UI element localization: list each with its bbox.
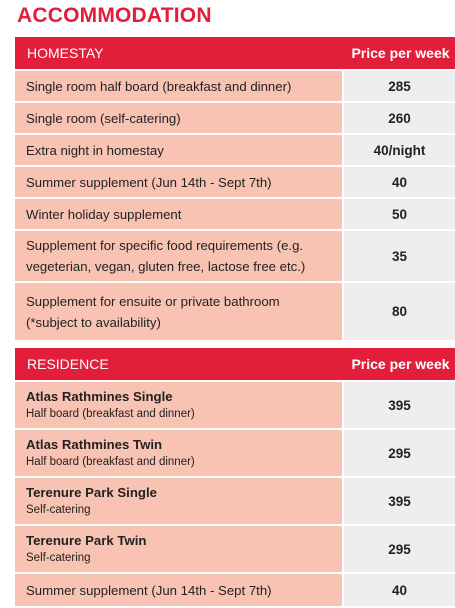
- table-row: Supplement for specific food requirement…: [15, 231, 455, 281]
- row-price: 285: [344, 71, 455, 101]
- row-price: 40/night: [344, 135, 455, 165]
- row-price: 40: [344, 167, 455, 197]
- row-name: Extra night in homestay: [15, 135, 342, 165]
- row-price: 295: [344, 526, 455, 572]
- row-name-line2: vegeterian, vegan, gluten free, lactose …: [26, 259, 306, 274]
- row-price: 40: [344, 574, 455, 606]
- row-price: 295: [344, 430, 455, 476]
- table-row: Summer supplement (Jun 14th - Sept 7th) …: [15, 574, 455, 606]
- residence-header-price: Price per week: [351, 356, 450, 372]
- table-row: Supplement for ensuite or private bathro…: [15, 283, 455, 340]
- table-row: Single room half board (breakfast and di…: [15, 71, 455, 101]
- row-price: 35: [344, 231, 455, 281]
- row-name: Terenure Park Single Self-catering: [15, 478, 342, 524]
- row-name: Atlas Rathmines Single Half board (break…: [15, 382, 342, 428]
- page-title: ACCOMMODATION: [17, 4, 212, 27]
- row-price: 395: [344, 382, 455, 428]
- row-subtitle: Self-catering: [26, 504, 91, 516]
- table-row: Winter holiday supplement 50: [15, 199, 455, 229]
- row-name: Supplement for specific food requirement…: [15, 231, 342, 281]
- row-name: Single room half board (breakfast and di…: [15, 71, 342, 101]
- table-row: Terenure Park Twin Self-catering 295: [15, 526, 455, 572]
- row-title: Atlas Rathmines Single: [26, 389, 173, 404]
- row-name: Summer supplement (Jun 14th - Sept 7th): [15, 167, 342, 197]
- row-subtitle: Half board (breakfast and dinner): [26, 408, 195, 420]
- row-name-line2: (*subject to availability): [26, 314, 161, 330]
- table-row: Extra night in homestay 40/night: [15, 135, 455, 165]
- homestay-header: HOMESTAY Price per week: [15, 37, 455, 69]
- row-price: 395: [344, 478, 455, 524]
- row-name: Supplement for ensuite or private bathro…: [15, 283, 342, 340]
- row-title: Terenure Park Single: [26, 485, 157, 500]
- homestay-header-price: Price per week: [351, 45, 450, 61]
- row-name: Summer supplement (Jun 14th - Sept 7th): [15, 574, 342, 606]
- row-name: Terenure Park Twin Self-catering: [15, 526, 342, 572]
- table-row: Atlas Rathmines Single Half board (break…: [15, 382, 455, 428]
- row-subtitle: Half board (breakfast and dinner): [26, 456, 195, 468]
- residence-header: RESIDENCE Price per week: [15, 348, 455, 380]
- row-title: Terenure Park Twin: [26, 533, 147, 548]
- row-name-line1: Supplement for ensuite or private bathro…: [26, 293, 280, 309]
- row-title: Atlas Rathmines Twin: [26, 437, 163, 452]
- row-price: 260: [344, 103, 455, 133]
- table-row: Atlas Rathmines Twin Half board (breakfa…: [15, 430, 455, 476]
- homestay-header-name: HOMESTAY: [27, 45, 104, 61]
- row-name-line1: Supplement for specific food requirement…: [26, 238, 304, 253]
- residence-header-name: RESIDENCE: [27, 356, 109, 372]
- row-price: 80: [344, 283, 455, 340]
- row-name: Winter holiday supplement: [15, 199, 342, 229]
- row-name: Atlas Rathmines Twin Half board (breakfa…: [15, 430, 342, 476]
- table-row: Summer supplement (Jun 14th - Sept 7th) …: [15, 167, 455, 197]
- row-subtitle: Self-catering: [26, 552, 91, 564]
- row-price: 50: [344, 199, 455, 229]
- row-name: Single room (self-catering): [15, 103, 342, 133]
- table-row: Single room (self-catering) 260: [15, 103, 455, 133]
- table-row: Terenure Park Single Self-catering 395: [15, 478, 455, 524]
- homestay-table: HOMESTAY Price per week Single room half…: [15, 37, 455, 342]
- residence-table: RESIDENCE Price per week Atlas Rathmines…: [15, 348, 455, 608]
